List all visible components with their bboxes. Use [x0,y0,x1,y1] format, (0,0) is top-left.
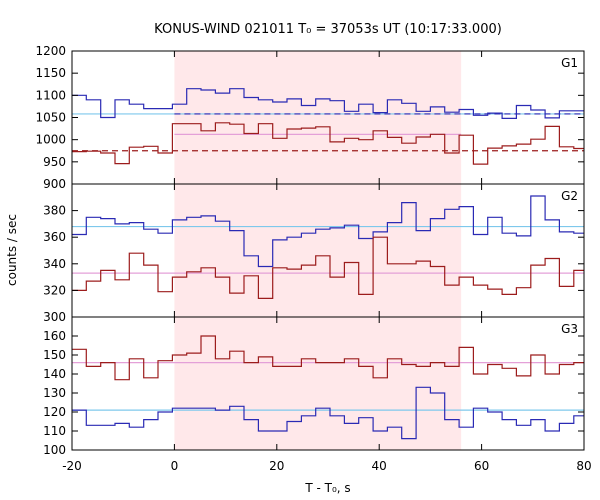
panel-g2-series-red [72,236,584,299]
chart-title: KONUS-WIND 021011 T₀ = 37053s UT (10:17:… [154,22,502,37]
panel-g2-ytick-label: 380 [43,204,66,218]
x-tick-label: 80 [576,459,591,473]
panel-g3-ytick-label: 110 [43,424,66,438]
panel-g3-label: G3 [561,322,578,336]
panel-g1-ytick-label: 1100 [35,88,66,102]
panel-g3-ytick-label: 120 [43,405,66,419]
x-tick-label: 40 [372,459,387,473]
background-levels-layer [72,113,584,411]
panel-g3-series-red [72,335,584,381]
panel-frames-layer: G1 900 950 1000 1050 1100 1150 1200 G2 300 320 340 3… [35,44,585,457]
x-tick-label: 20 [269,459,284,473]
panel-g3-ytick-label: 160 [43,329,66,343]
panel-g2-ytick-label: 300 [43,310,66,324]
panel-g1-ytick-label: 1050 [35,111,66,125]
panel-g1-label: G1 [561,56,578,70]
panel-g2-ytick-label: 360 [43,230,66,244]
panel-g2-series-blue [72,195,584,268]
x-tick-label: 60 [474,459,489,473]
panel-g3-shaded-interval [174,317,462,450]
panel-g1-shaded-interval [174,51,462,184]
panel-g3-ytick-label: 140 [43,367,66,381]
x-tick-labels: -20 0 20 40 60 80 [62,459,591,473]
panel-g3-ytick-label: 100 [43,443,66,457]
panel-g2-label: G2 [561,189,578,203]
panel-g1-ytick-label: 1200 [35,44,66,58]
panel-g1-ytick-label: 1150 [35,66,66,80]
panel-g2-shaded-interval [174,184,462,317]
shaded-interval-layer [174,51,462,450]
x-axis-label: T - T₀, s [304,481,350,495]
series-layer [72,88,584,440]
panel-g1-ytick-label: 900 [43,177,66,191]
panel-g3-frame [71,316,585,451]
panel-g3-ytick-label: 130 [43,386,66,400]
x-tick-label: -20 [62,459,82,473]
panel-g2-ytick-label: 320 [43,283,66,297]
panel-g3-ytick-label: 150 [43,348,66,362]
panel-g1-series-red [72,122,584,165]
panel-g2-ytick-label: 340 [43,257,66,271]
panel-g3-series-blue [72,386,584,440]
x-tick-label: 0 [171,459,179,473]
panel-g1-ytick-label: 1000 [35,133,66,147]
y-axis-label: counts / sec [5,214,19,286]
panel-g1-ytick-label: 950 [43,155,66,169]
panel-g1-series-blue [72,88,584,119]
